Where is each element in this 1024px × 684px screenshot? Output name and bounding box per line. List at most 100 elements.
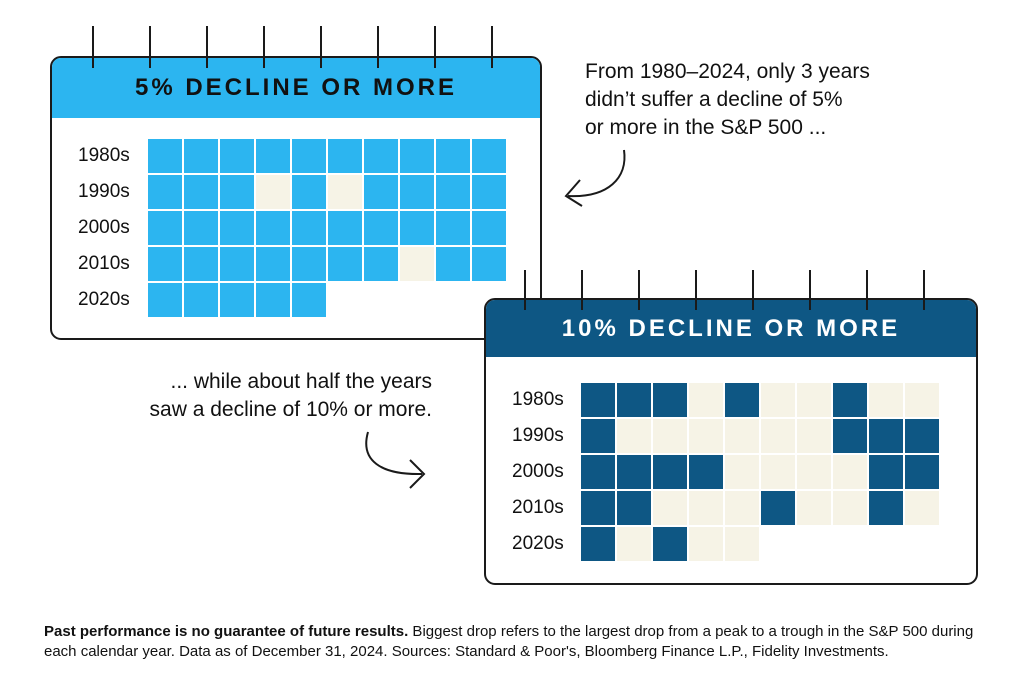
year-cell [653,491,687,525]
year-cell [761,419,795,453]
calendar-ring-icon [923,270,925,310]
year-cell [184,247,218,281]
calendar-ring-icon [434,26,436,68]
year-cell [472,247,506,281]
annotation-line: or more in the S&P 500 ... [585,116,827,139]
year-cell [617,383,651,417]
year-cell [869,491,903,525]
calendar-ring-icon [866,270,868,310]
year-cell [689,455,723,489]
year-cell [184,211,218,245]
calendar-5pct-header: 5% DECLINE OR MORE [52,58,540,118]
year-cell [689,527,723,561]
year-cell [148,283,182,317]
year-cell [797,383,831,417]
year-cell [436,175,470,209]
year-cell [725,419,759,453]
year-cell [797,491,831,525]
year-cell [725,455,759,489]
year-cell [148,175,182,209]
year-cell [761,383,795,417]
year-cell [472,139,506,173]
year-cell [436,139,470,173]
year-cell [148,247,182,281]
year-cell [184,139,218,173]
year-cell [617,491,651,525]
year-cell [472,211,506,245]
year-cell [400,139,434,173]
arrow-to-5pct-icon [564,149,626,207]
year-cell [256,139,290,173]
year-cell [653,527,687,561]
year-cell [364,139,398,173]
year-cell [220,211,254,245]
calendar-5pct-title: 5% DECLINE OR MORE [134,74,458,101]
year-cell [869,419,903,453]
year-cell [689,383,723,417]
year-cell [581,491,615,525]
calendar-10pct-title: 10% DECLINE OR MORE [561,314,901,342]
year-cell [220,283,254,317]
year-cell [328,247,362,281]
year-cell [905,383,939,417]
year-cell [581,419,615,453]
year-cell [292,211,326,245]
row-label: 1980s [78,145,130,166]
row-label: 2010s [78,253,130,274]
year-cell [256,247,290,281]
calendar-ring-icon [809,270,811,310]
footnote-bold: Past performance is no guarantee of futu… [44,623,409,640]
year-cell [725,527,759,561]
annotation-line: saw a decline of 10% or more. [149,398,432,421]
year-cell [400,247,434,281]
year-cell [148,211,182,245]
row-label: 2020s [78,289,130,310]
calendar-10pct-header: 10% DECLINE OR MORE [486,300,976,357]
year-cell [184,175,218,209]
year-cell [689,491,723,525]
year-cell [436,211,470,245]
calendar-ring-icon [149,26,151,68]
year-cell [653,383,687,417]
year-cell [292,247,326,281]
year-cell [581,455,615,489]
year-cell [833,383,867,417]
annotation-line: From 1980–2024, only 3 years [585,60,870,83]
calendar-ring-icon [92,26,94,68]
year-cell [220,139,254,173]
year-cell [581,527,615,561]
year-cell [869,455,903,489]
footnote-text: Biggest drop refers to the largest drop … [44,623,974,660]
year-cell [220,247,254,281]
row-label: 2010s [512,497,564,518]
year-cell [653,455,687,489]
year-cell [436,247,470,281]
year-cell [256,211,290,245]
calendar-ring-icon [638,270,640,310]
arrow-to-10pct-icon [365,431,426,489]
footnote: Past performance is no guarantee of futu… [44,622,994,662]
calendar-ring-icon [206,26,208,68]
year-cell [581,383,615,417]
year-cell [328,211,362,245]
year-cell [725,491,759,525]
year-cell [833,491,867,525]
annotation-line: didn’t suffer a decline of 5% [585,88,843,111]
annotation-middle-left: ... while about half the years saw a dec… [60,368,432,424]
calendar-ring-icon [263,26,265,68]
year-cell [797,455,831,489]
year-cell [905,455,939,489]
calendar-ring-icon [377,26,379,68]
year-cell [148,139,182,173]
year-cell [220,175,254,209]
row-label: 2000s [78,217,130,238]
year-cell [761,491,795,525]
row-label: 1990s [512,425,564,446]
year-cell [725,383,759,417]
year-cell [328,175,362,209]
calendar-ring-icon [752,270,754,310]
year-cell [364,211,398,245]
year-cell [833,455,867,489]
year-cell [472,175,506,209]
year-cell [617,419,651,453]
